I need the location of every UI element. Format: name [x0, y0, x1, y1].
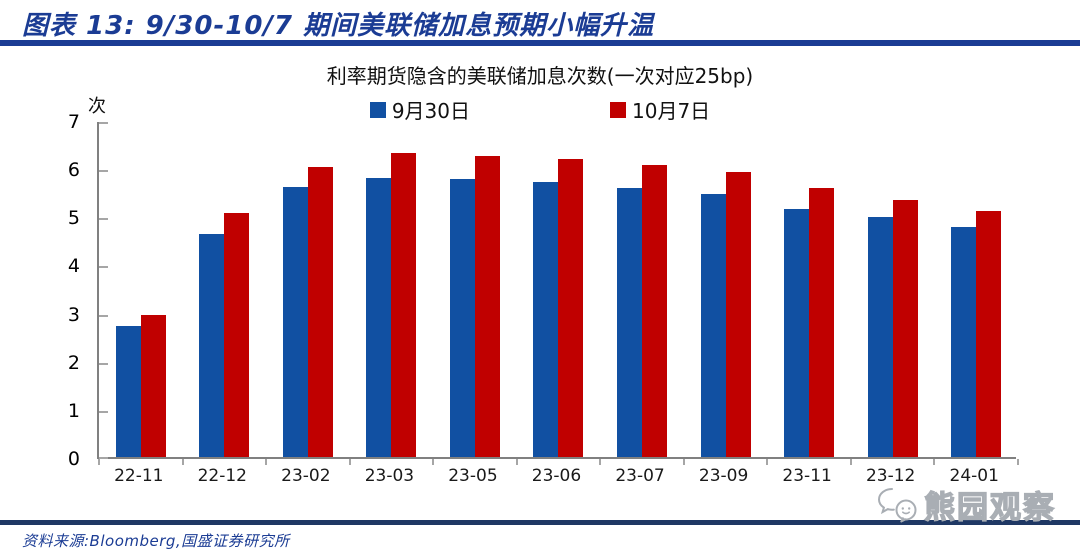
x-boundary-tick-8: [766, 459, 769, 465]
x-tick-label-23-11: 23-11: [782, 466, 832, 486]
watermark: 熊园观察: [876, 482, 1056, 527]
chart-legend: 9月30日 10月7日: [0, 95, 1080, 124]
bar-group-22-12: [183, 122, 267, 457]
bar-oct7-23-02: [307, 166, 333, 457]
bar-oct7-23-05: [474, 155, 500, 457]
figure-title: 图表 13: 9/30-10/7 期间美联储加息预期小幅升温: [22, 11, 655, 41]
x-tick-label-23-12: 23-12: [865, 466, 916, 486]
y-tick-4: [99, 266, 108, 269]
y-tick-3: [99, 314, 108, 317]
bar-sep30-23-12: [867, 217, 893, 457]
bar-sep30-23-03: [366, 177, 392, 457]
x-tick-label-22-11: 22-11: [114, 466, 164, 486]
x-boundary-tick-5: [515, 459, 518, 465]
y-tick-label-0: 0: [67, 448, 80, 470]
x-boundary-tick-11: [1017, 459, 1019, 465]
watermark-text: 熊园观察: [923, 489, 1056, 526]
bar-sep30-23-07: [617, 188, 643, 457]
y-tick-label-7: 7: [67, 111, 80, 133]
y-tick-label-4: 4: [67, 255, 80, 278]
y-tick-2: [99, 362, 108, 365]
x-tick-label-22-12: 22-12: [197, 466, 247, 486]
bar-group-23-06: [517, 122, 601, 457]
legend-swatch-blue: [369, 101, 386, 118]
bar-group-23-12: [851, 122, 935, 457]
y-axis-unit-label: 次: [88, 96, 106, 117]
bar-group-23-02: [266, 122, 350, 457]
x-boundary-tick-9: [849, 459, 852, 465]
bar-group-22-11: [99, 122, 183, 457]
legend-label-oct7: 10月7日: [632, 99, 711, 123]
y-tick-6: [99, 170, 108, 173]
bar-oct7-23-12: [892, 199, 918, 457]
y-tick-7: [99, 122, 108, 124]
bar-group-23-07: [600, 122, 684, 457]
bar-group-23-09: [684, 122, 768, 457]
bar-group-23-03: [350, 122, 434, 457]
y-tick-0: [99, 457, 108, 459]
legend-item-sep30: 9月30日: [369, 95, 470, 124]
y-tick-label-6: 6: [67, 159, 80, 182]
y-tick-label-5: 5: [67, 207, 80, 230]
legend-item-oct7: 10月7日: [610, 95, 710, 124]
bar-oct7-23-07: [642, 165, 668, 457]
x-axis-tick-labels: 22-11 22-12 23-02 23-03 23-05 23-06 23-07 23-09…: [97, 466, 1016, 492]
bar-group-23-05: [433, 122, 517, 457]
y-tick-1: [99, 410, 108, 413]
chart-title: 利率期货隐含的美联储加息次数(一次对应25bp): [326, 64, 754, 88]
bar-group-23-11: [767, 122, 851, 457]
chat-bubbles-icon: [877, 487, 917, 522]
plot-area: [97, 122, 1019, 465]
bar-sep30-22-11: [115, 326, 141, 457]
bar-oct7-23-03: [391, 153, 417, 457]
x-boundary-tick-7: [682, 459, 685, 465]
x-boundary-tick-10: [933, 459, 936, 465]
x-tick-label-23-02: 23-02: [281, 466, 331, 486]
bar-oct7-24-01: [976, 210, 1002, 457]
bar-oct7-23-06: [558, 159, 584, 457]
bar-oct7-22-12: [224, 213, 250, 457]
y-tick-5: [99, 218, 108, 221]
bar-group-24-01: [934, 122, 1018, 457]
bar-sep30-24-01: [951, 226, 977, 457]
source-note: 资料来源:Bloomberg,国盛证券研究所: [22, 532, 290, 550]
x-tick-label-24-01: 24-01: [949, 466, 999, 486]
x-boundary-tick-4: [432, 459, 435, 465]
bar-oct7-22-11: [140, 314, 166, 457]
y-tick-label-2: 2: [67, 351, 80, 374]
footer-divider: [0, 520, 1080, 525]
x-tick-label-23-03: 23-03: [364, 466, 415, 486]
title-divider: [0, 40, 1080, 46]
bar-sep30-23-05: [449, 179, 475, 457]
x-boundary-tick-6: [599, 459, 602, 465]
bar-sep30-22-12: [199, 234, 225, 457]
legend-label-sep30: 9月30日: [391, 99, 470, 123]
y-tick-label-3: 3: [67, 303, 80, 326]
bar-sep30-23-11: [784, 209, 810, 457]
bar-oct7-23-09: [725, 171, 751, 457]
bar-oct7-23-11: [809, 188, 835, 457]
bar-sep30-23-02: [282, 186, 308, 457]
x-tick-label-23-09: 23-09: [698, 466, 749, 486]
x-tick-label-23-05: 23-05: [448, 466, 498, 486]
x-boundary-tick-2: [265, 459, 268, 465]
y-tick-label-1: 1: [67, 399, 80, 422]
x-boundary-tick-1: [181, 459, 184, 465]
x-boundary-tick-3: [348, 459, 351, 465]
x-boundary-tick-0: [98, 459, 100, 465]
bar-sep30-23-09: [700, 193, 726, 457]
legend-swatch-red: [610, 101, 626, 118]
y-axis-tick-labels: 0 1 2 3 4 5 6 7: [0, 111, 86, 470]
bar-sep30-23-06: [533, 181, 559, 457]
x-tick-label-23-06: 23-06: [531, 466, 582, 486]
x-tick-label-23-07: 23-07: [615, 466, 665, 486]
